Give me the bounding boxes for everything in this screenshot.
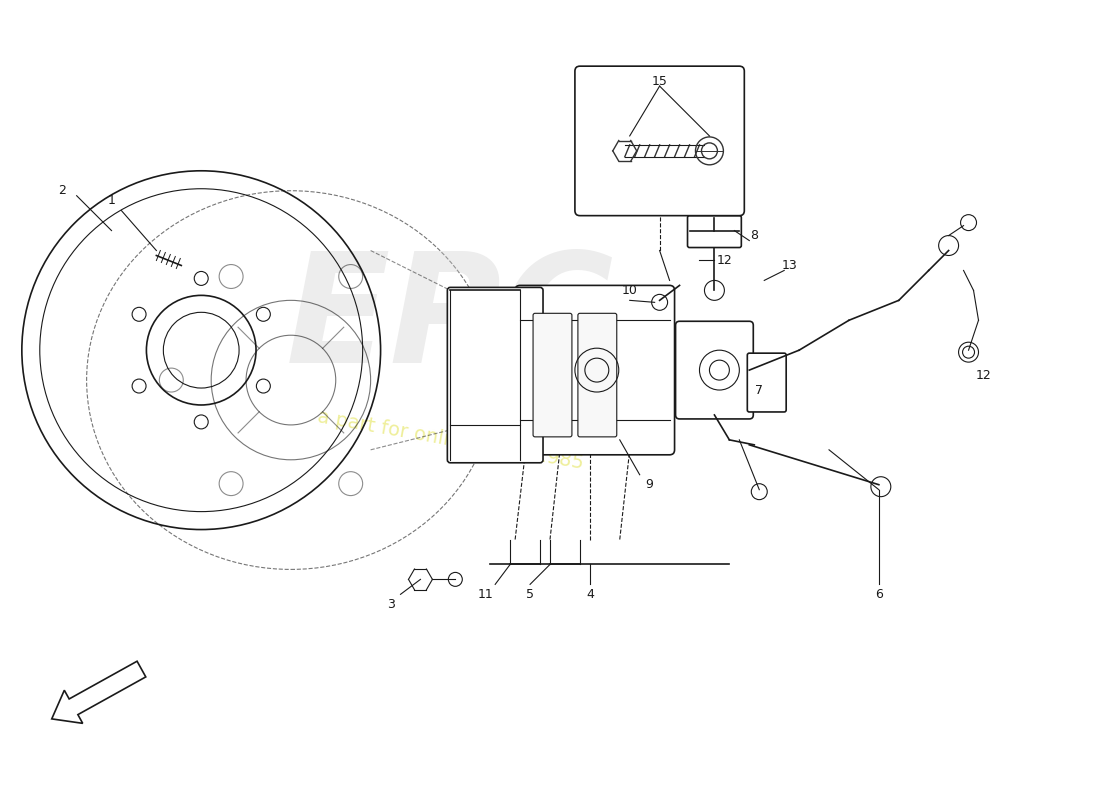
Text: 13: 13: [781, 259, 798, 272]
Text: 12: 12: [976, 369, 991, 382]
Text: a part for online since 1985: a part for online since 1985: [316, 407, 585, 473]
FancyArrow shape: [52, 662, 146, 723]
Text: 8: 8: [750, 229, 758, 242]
Text: EPC: EPC: [286, 246, 615, 394]
Text: 2: 2: [58, 184, 66, 198]
FancyBboxPatch shape: [688, 216, 741, 247]
Text: 7: 7: [756, 383, 763, 397]
Text: 4: 4: [586, 588, 594, 601]
Text: 9: 9: [646, 478, 653, 491]
Text: 12: 12: [716, 254, 733, 267]
FancyBboxPatch shape: [534, 314, 572, 437]
Text: 10: 10: [621, 284, 638, 297]
FancyBboxPatch shape: [747, 353, 786, 412]
Text: 3: 3: [386, 598, 395, 610]
Text: 11: 11: [477, 588, 493, 601]
FancyBboxPatch shape: [515, 286, 674, 455]
Text: 1: 1: [108, 194, 115, 207]
FancyBboxPatch shape: [575, 66, 745, 216]
Text: 15: 15: [651, 74, 668, 88]
Text: 5: 5: [526, 588, 535, 601]
FancyBboxPatch shape: [675, 322, 754, 419]
FancyBboxPatch shape: [448, 287, 543, 462]
Text: 6: 6: [874, 588, 883, 601]
FancyBboxPatch shape: [578, 314, 617, 437]
